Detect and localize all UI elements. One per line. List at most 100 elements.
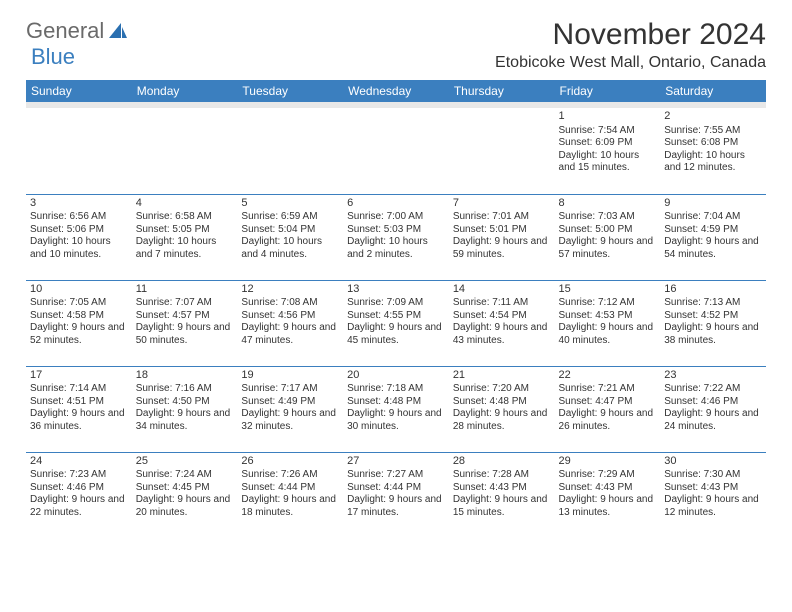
- sunrise-text: Sunrise: 7:14 AM: [30, 383, 128, 396]
- day-number: 6: [347, 197, 445, 211]
- day-number: 22: [559, 369, 657, 383]
- day-number: 8: [559, 197, 657, 211]
- sunrise-text: Sunrise: 7:00 AM: [347, 211, 445, 224]
- sunrise-text: Sunrise: 7:01 AM: [453, 211, 551, 224]
- calendar-day-cell: 21Sunrise: 7:20 AMSunset: 4:48 PMDayligh…: [449, 366, 555, 452]
- sunset-text: Sunset: 5:06 PM: [30, 224, 128, 237]
- day-number: 10: [30, 283, 128, 297]
- calendar-day-cell: 30Sunrise: 7:30 AMSunset: 4:43 PMDayligh…: [660, 452, 766, 538]
- calendar-day-cell: 20Sunrise: 7:18 AMSunset: 4:48 PMDayligh…: [343, 366, 449, 452]
- sunrise-text: Sunrise: 7:29 AM: [559, 469, 657, 482]
- calendar-day-cell: 6Sunrise: 7:00 AMSunset: 5:03 PMDaylight…: [343, 194, 449, 280]
- sunrise-text: Sunrise: 7:28 AM: [453, 469, 551, 482]
- calendar-day-cell: 7Sunrise: 7:01 AMSunset: 5:01 PMDaylight…: [449, 194, 555, 280]
- daylight-text: Daylight: 9 hours and 30 minutes.: [347, 408, 445, 433]
- sunrise-text: Sunrise: 7:11 AM: [453, 297, 551, 310]
- calendar-day-cell: 13Sunrise: 7:09 AMSunset: 4:55 PMDayligh…: [343, 280, 449, 366]
- sunrise-text: Sunrise: 6:59 AM: [241, 211, 339, 224]
- sunset-text: Sunset: 5:03 PM: [347, 224, 445, 237]
- sunset-text: Sunset: 5:01 PM: [453, 224, 551, 237]
- sunset-text: Sunset: 4:51 PM: [30, 396, 128, 409]
- sunrise-text: Sunrise: 7:07 AM: [136, 297, 234, 310]
- day-number: 3: [30, 197, 128, 211]
- calendar-day-cell: 16Sunrise: 7:13 AMSunset: 4:52 PMDayligh…: [660, 280, 766, 366]
- daylight-text: Daylight: 10 hours and 10 minutes.: [30, 236, 128, 261]
- sunset-text: Sunset: 4:54 PM: [453, 310, 551, 323]
- col-sunday: Sunday: [26, 80, 132, 102]
- calendar-day-cell: 12Sunrise: 7:08 AMSunset: 4:56 PMDayligh…: [237, 280, 343, 366]
- calendar-day-cell: 3Sunrise: 6:56 AMSunset: 5:06 PMDaylight…: [26, 194, 132, 280]
- day-number: 5: [241, 197, 339, 211]
- calendar-week-row: 1Sunrise: 7:54 AMSunset: 6:09 PMDaylight…: [26, 108, 766, 194]
- sunrise-text: Sunrise: 7:54 AM: [559, 125, 657, 138]
- day-number: 1: [559, 110, 657, 124]
- sunset-text: Sunset: 6:09 PM: [559, 137, 657, 150]
- sunset-text: Sunset: 4:45 PM: [136, 482, 234, 495]
- col-monday: Monday: [132, 80, 238, 102]
- calendar-day-cell: 10Sunrise: 7:05 AMSunset: 4:58 PMDayligh…: [26, 280, 132, 366]
- month-title: November 2024: [495, 18, 766, 52]
- calendar-day-cell: 8Sunrise: 7:03 AMSunset: 5:00 PMDaylight…: [555, 194, 661, 280]
- daylight-text: Daylight: 9 hours and 15 minutes.: [453, 494, 551, 519]
- calendar-week-row: 3Sunrise: 6:56 AMSunset: 5:06 PMDaylight…: [26, 194, 766, 280]
- calendar-week-row: 17Sunrise: 7:14 AMSunset: 4:51 PMDayligh…: [26, 366, 766, 452]
- sunset-text: Sunset: 4:55 PM: [347, 310, 445, 323]
- logo: General: [26, 18, 129, 44]
- calendar-table: Sunday Monday Tuesday Wednesday Thursday…: [26, 80, 766, 538]
- calendar-day-cell: 22Sunrise: 7:21 AMSunset: 4:47 PMDayligh…: [555, 366, 661, 452]
- header: General November 2024 Etobicoke West Mal…: [26, 18, 766, 72]
- calendar-day-cell: [343, 108, 449, 194]
- day-number: 7: [453, 197, 551, 211]
- sunset-text: Sunset: 5:00 PM: [559, 224, 657, 237]
- calendar-week-row: 10Sunrise: 7:05 AMSunset: 4:58 PMDayligh…: [26, 280, 766, 366]
- logo-sail-icon: [107, 21, 129, 41]
- sunset-text: Sunset: 5:04 PM: [241, 224, 339, 237]
- calendar-day-cell: 23Sunrise: 7:22 AMSunset: 4:46 PMDayligh…: [660, 366, 766, 452]
- daylight-text: Daylight: 9 hours and 45 minutes.: [347, 322, 445, 347]
- daylight-text: Daylight: 9 hours and 59 minutes.: [453, 236, 551, 261]
- sunrise-text: Sunrise: 7:27 AM: [347, 469, 445, 482]
- day-number: 25: [136, 455, 234, 469]
- calendar-day-cell: 9Sunrise: 7:04 AMSunset: 4:59 PMDaylight…: [660, 194, 766, 280]
- sunrise-text: Sunrise: 7:18 AM: [347, 383, 445, 396]
- sunrise-text: Sunrise: 7:20 AM: [453, 383, 551, 396]
- daylight-text: Daylight: 9 hours and 43 minutes.: [453, 322, 551, 347]
- sunset-text: Sunset: 4:53 PM: [559, 310, 657, 323]
- sunset-text: Sunset: 4:47 PM: [559, 396, 657, 409]
- calendar-day-cell: 27Sunrise: 7:27 AMSunset: 4:44 PMDayligh…: [343, 452, 449, 538]
- daylight-text: Daylight: 9 hours and 17 minutes.: [347, 494, 445, 519]
- daylight-text: Daylight: 10 hours and 2 minutes.: [347, 236, 445, 261]
- daylight-text: Daylight: 9 hours and 47 minutes.: [241, 322, 339, 347]
- daylight-text: Daylight: 10 hours and 7 minutes.: [136, 236, 234, 261]
- daylight-text: Daylight: 9 hours and 40 minutes.: [559, 322, 657, 347]
- calendar-day-cell: 11Sunrise: 7:07 AMSunset: 4:57 PMDayligh…: [132, 280, 238, 366]
- calendar-day-cell: [449, 108, 555, 194]
- sunrise-text: Sunrise: 7:30 AM: [664, 469, 762, 482]
- calendar-day-cell: 26Sunrise: 7:26 AMSunset: 4:44 PMDayligh…: [237, 452, 343, 538]
- sunrise-text: Sunrise: 7:16 AM: [136, 383, 234, 396]
- sunset-text: Sunset: 4:52 PM: [664, 310, 762, 323]
- logo-text-1: General: [26, 18, 104, 44]
- col-friday: Friday: [555, 80, 661, 102]
- daylight-text: Daylight: 9 hours and 22 minutes.: [30, 494, 128, 519]
- sunset-text: Sunset: 4:46 PM: [664, 396, 762, 409]
- sunrise-text: Sunrise: 7:03 AM: [559, 211, 657, 224]
- sunset-text: Sunset: 5:05 PM: [136, 224, 234, 237]
- sunrise-text: Sunrise: 7:17 AM: [241, 383, 339, 396]
- sunset-text: Sunset: 4:43 PM: [453, 482, 551, 495]
- day-number: 2: [664, 110, 762, 124]
- daylight-text: Daylight: 9 hours and 54 minutes.: [664, 236, 762, 261]
- calendar-week-row: 24Sunrise: 7:23 AMSunset: 4:46 PMDayligh…: [26, 452, 766, 538]
- daylight-text: Daylight: 9 hours and 28 minutes.: [453, 408, 551, 433]
- sunrise-text: Sunrise: 7:23 AM: [30, 469, 128, 482]
- day-number: 16: [664, 283, 762, 297]
- sunset-text: Sunset: 4:49 PM: [241, 396, 339, 409]
- day-number: 23: [664, 369, 762, 383]
- sunrise-text: Sunrise: 7:24 AM: [136, 469, 234, 482]
- calendar-day-cell: [237, 108, 343, 194]
- daylight-text: Daylight: 9 hours and 52 minutes.: [30, 322, 128, 347]
- day-number: 29: [559, 455, 657, 469]
- daylight-text: Daylight: 9 hours and 24 minutes.: [664, 408, 762, 433]
- sunrise-text: Sunrise: 6:58 AM: [136, 211, 234, 224]
- sunrise-text: Sunrise: 7:09 AM: [347, 297, 445, 310]
